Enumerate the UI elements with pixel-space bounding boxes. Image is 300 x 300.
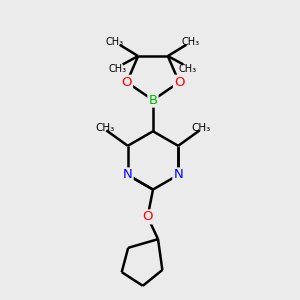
Text: CH₃: CH₃ bbox=[191, 123, 211, 133]
Text: O: O bbox=[122, 76, 132, 89]
Text: B: B bbox=[148, 94, 158, 106]
Text: CH₃: CH₃ bbox=[109, 64, 127, 74]
Text: O: O bbox=[174, 76, 184, 89]
Text: CH₃: CH₃ bbox=[95, 123, 115, 133]
Text: CH₃: CH₃ bbox=[182, 37, 200, 47]
Text: CH₃: CH₃ bbox=[106, 37, 124, 47]
Text: O: O bbox=[142, 210, 153, 224]
Text: N: N bbox=[173, 169, 183, 182]
Text: N: N bbox=[123, 169, 133, 182]
Text: CH₃: CH₃ bbox=[179, 64, 197, 74]
